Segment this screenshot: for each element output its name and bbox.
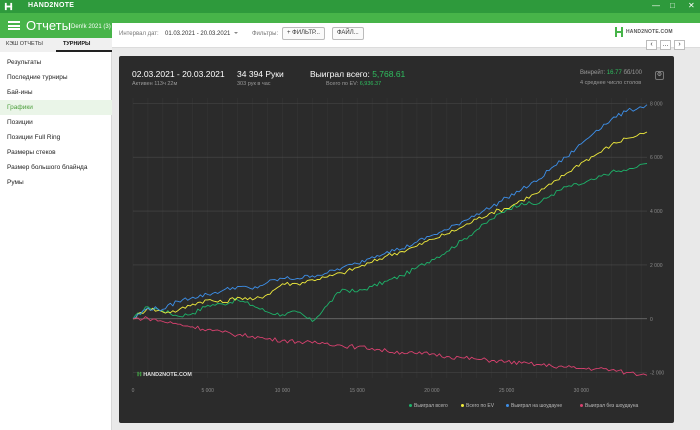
x-tick-label: 30 000 bbox=[574, 388, 590, 394]
chevron-down-icon bbox=[234, 32, 239, 35]
y-tick-label: -2 000 bbox=[650, 371, 664, 377]
brand-logo-icon bbox=[615, 27, 623, 37]
ev-total-value: 6,936.37 bbox=[359, 81, 382, 87]
user-name: Den!k 2021 (3) bbox=[71, 24, 111, 30]
y-tick-label: 2 000 bbox=[650, 263, 663, 269]
y-tick-label: 6 000 bbox=[650, 155, 663, 161]
sidebar-item-rooms[interactable]: Румы bbox=[7, 179, 24, 186]
y-tick-label: 8 000 bbox=[650, 101, 663, 107]
filters-label: Фильтры: bbox=[252, 31, 279, 37]
series-line bbox=[132, 316, 648, 376]
app-logo-icon bbox=[4, 2, 13, 11]
tab-cash-reports[interactable]: КЭШ ОТЧЕТЫ bbox=[6, 41, 43, 47]
legend-label: Выиграл без шоудауна bbox=[585, 403, 639, 409]
sidebar-item-graphs[interactable]: Графики bbox=[0, 100, 112, 115]
maximize-button[interactable]: □ bbox=[670, 1, 675, 10]
x-tick-label: 0 bbox=[132, 388, 135, 394]
minimize-button[interactable]: — bbox=[652, 1, 660, 10]
date-range-label: Интервал дат: bbox=[119, 31, 159, 37]
series-line bbox=[132, 163, 648, 322]
stats-winrate: Винрейт: 16.77 бб/100 bbox=[580, 70, 642, 76]
legend-label: Выиграл на шоудауне bbox=[511, 403, 563, 409]
won-total-value: 5,768.61 bbox=[372, 69, 406, 79]
winrate-value: 16.77 bbox=[606, 70, 622, 76]
legend-label: Всего по EV bbox=[466, 403, 495, 409]
series-line bbox=[132, 104, 648, 320]
legend-item-no-showdown[interactable]: Выиграл без шоудауна bbox=[580, 403, 638, 409]
previous-button[interactable]: ‹ bbox=[646, 40, 657, 50]
active-tab-indicator bbox=[56, 50, 112, 52]
brand-link[interactable]: HAND2NOTE.COM bbox=[615, 27, 673, 37]
next-button[interactable]: › bbox=[674, 40, 685, 50]
graph-panel: 02.03.2021 - 20.03.2021 Активен 113ч 22м… bbox=[119, 56, 674, 423]
x-tick-label: 5 000 bbox=[201, 388, 214, 394]
y-tick-label: 4 000 bbox=[650, 209, 663, 215]
x-tick-label: 10 000 bbox=[275, 388, 291, 394]
page-title: Отчеты bbox=[26, 18, 71, 33]
stats-date-range: 02.03.2021 - 20.03.2021 bbox=[132, 69, 225, 79]
app-name: HAND2NOTE bbox=[28, 2, 75, 9]
stats-active-time: Активен 113ч 22м bbox=[132, 81, 178, 87]
sidebar-item-positions[interactable]: Позиции bbox=[7, 119, 33, 126]
chart-watermark: ℍ HAND2NOTE.COM bbox=[137, 372, 192, 378]
x-tick-label: 15 000 bbox=[350, 388, 366, 394]
stats-avg-tables: 4 среднее число столов bbox=[580, 80, 642, 86]
profit-line-chart: 8 000 6 000 4 000 2 000 0 -2 000 0 5 000 10 000 1… bbox=[132, 98, 664, 394]
sidebar-tabs: КЭШ ОТЧЕТЫ ТУРНИРЫ bbox=[0, 38, 112, 52]
won-total-label: Выиграл всего: bbox=[310, 69, 370, 79]
report-menu: Результаты Последние турниры Бай-ины Гра… bbox=[0, 55, 112, 190]
y-tick-label: 0 bbox=[650, 317, 653, 323]
ev-total-label: Всего по EV: bbox=[326, 81, 359, 87]
tab-tournaments[interactable]: ТУРНИРЫ bbox=[63, 41, 91, 47]
sidebar: КЭШ ОТЧЕТЫ ТУРНИРЫ Результаты Последние … bbox=[0, 38, 112, 430]
file-button[interactable]: ФАЙЛ... bbox=[332, 27, 364, 40]
settings-gear-icon[interactable]: ⚙ bbox=[655, 71, 664, 80]
legend-item-won-total[interactable]: Выиграл всего bbox=[409, 403, 448, 409]
filter-button[interactable]: + ФИЛЬТР... bbox=[282, 27, 325, 40]
legend-label: Выиграл всего bbox=[414, 403, 448, 409]
date-range-selector[interactable]: 01.03.2021 - 20.03.2021 bbox=[165, 31, 239, 37]
stats-won-total: Выиграл всего: 5,768.61 bbox=[310, 69, 405, 79]
hamburger-menu-icon[interactable] bbox=[8, 21, 20, 30]
sidebar-item-positions-full-ring[interactable]: Позиции Full Ring bbox=[7, 134, 61, 141]
series-line bbox=[132, 131, 648, 320]
watermark-text: HAND2NOTE.COM bbox=[143, 372, 192, 378]
legend-item-showdown[interactable]: Выиграл на шоудауне bbox=[506, 403, 562, 409]
stats-ev-total: Всего по EV: 6,936.37 bbox=[326, 81, 381, 87]
x-tick-label: 25 000 bbox=[499, 388, 515, 394]
app-titlebar: HAND2NOTE — □ ✕ bbox=[0, 0, 700, 13]
stats-hands: 34 394 Руки bbox=[237, 69, 284, 79]
winrate-label: Винрейт: bbox=[580, 70, 606, 76]
sidebar-item-results[interactable]: Результаты bbox=[7, 59, 42, 66]
brand-text: HAND2NOTE.COM bbox=[626, 29, 673, 35]
winrate-unit: бб/100 bbox=[623, 70, 643, 76]
sidebar-item-stack-sizes[interactable]: Размеры стеков bbox=[7, 149, 56, 156]
filter-button-label: ФИЛЬТР... bbox=[292, 30, 320, 36]
close-button[interactable]: ✕ bbox=[688, 1, 695, 10]
sidebar-item-recent-tournaments[interactable]: Последние турниры bbox=[7, 74, 68, 81]
more-button[interactable]: ... bbox=[660, 40, 671, 50]
x-tick-label: 20 000 bbox=[424, 388, 440, 394]
watermark-logo-icon: ℍ bbox=[137, 372, 144, 378]
stats-hands-per-hour: 303 рук в час bbox=[237, 81, 271, 87]
legend-item-ev[interactable]: Всего по EV bbox=[461, 403, 494, 409]
report-toolbar: Интервал дат: 01.03.2021 - 20.03.2021 Фи… bbox=[112, 23, 700, 48]
plus-icon: + bbox=[287, 30, 293, 36]
sidebar-item-big-blind-size[interactable]: Размер большого блайнда bbox=[7, 164, 88, 171]
sidebar-item-buyins[interactable]: Бай-ины bbox=[7, 89, 33, 96]
date-range-value: 01.03.2021 - 20.03.2021 bbox=[165, 31, 231, 37]
